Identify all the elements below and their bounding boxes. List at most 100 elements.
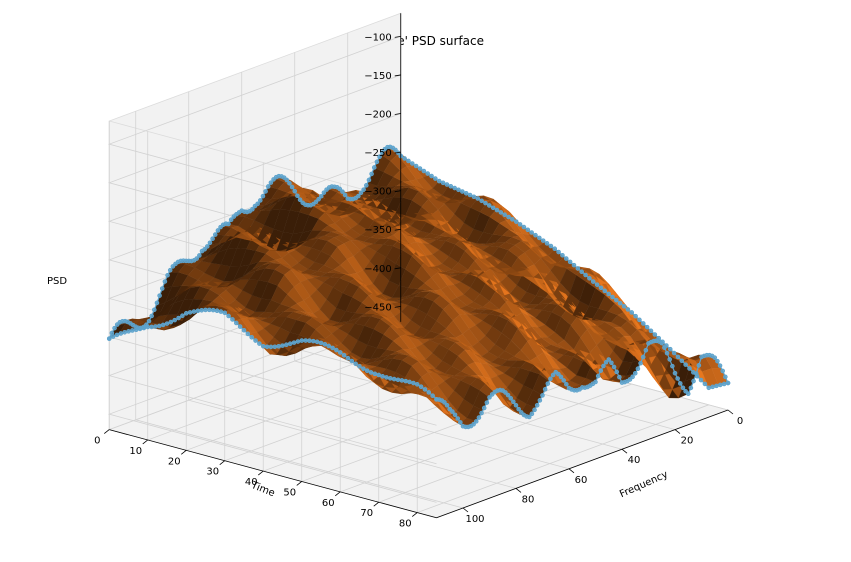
edge-front-time-marker bbox=[567, 386, 571, 390]
edge-front-time-marker bbox=[543, 387, 547, 391]
edge-frequency-min-marker bbox=[707, 386, 711, 390]
edge-frequency-min-marker bbox=[591, 280, 595, 284]
edge-frequency-max-marker bbox=[181, 314, 185, 318]
edge-frequency-min-marker bbox=[403, 157, 407, 161]
edge-front-time-marker bbox=[549, 377, 553, 381]
edge-frequency-min-marker bbox=[630, 311, 634, 315]
edge-frequency-max-marker bbox=[204, 308, 208, 312]
edge-frequency-min-marker bbox=[645, 325, 649, 329]
frequency-tick bbox=[622, 449, 627, 453]
edge-back-time-marker bbox=[166, 273, 170, 277]
edge-frequency-min-marker bbox=[484, 201, 488, 205]
edge-front-time-marker bbox=[692, 379, 696, 383]
edge-frequency-min-marker bbox=[457, 188, 461, 192]
edge-front-time-marker bbox=[485, 401, 489, 405]
edge-frequency-min-marker bbox=[511, 218, 515, 222]
edge-frequency-min-marker bbox=[507, 215, 511, 219]
x-axis-label: Frequency bbox=[618, 469, 670, 500]
frequency-tick bbox=[463, 508, 468, 512]
edge-frequency-max-marker bbox=[350, 359, 354, 363]
edge-frequency-max-marker bbox=[169, 320, 173, 324]
edge-front-time-marker bbox=[541, 394, 545, 398]
edge-frequency-max-marker bbox=[119, 332, 123, 336]
edge-frequency-min-marker bbox=[480, 199, 484, 203]
time-tick-label: 0 bbox=[94, 436, 100, 447]
edge-frequency-min-marker bbox=[553, 247, 557, 251]
edge-back-time-marker bbox=[213, 233, 217, 237]
edge-frequency-min-marker bbox=[615, 298, 619, 302]
edge-frequency-min-marker bbox=[437, 179, 441, 183]
edge-frequency-max-marker bbox=[223, 311, 227, 315]
edge-frequency-min-marker bbox=[588, 276, 592, 280]
edge-front-time-marker bbox=[477, 416, 481, 420]
edge-back-time-marker bbox=[372, 166, 376, 170]
edge-frequency-max-marker bbox=[396, 378, 400, 382]
edge-frequency-max-marker bbox=[285, 343, 289, 347]
edge-frequency-max-marker bbox=[115, 333, 119, 337]
edge-frequency-min-marker bbox=[634, 314, 638, 318]
time-tick-label: 30 bbox=[206, 467, 219, 478]
time-tick bbox=[374, 502, 379, 506]
frequency-tick bbox=[516, 488, 521, 492]
edge-frequency-max-marker bbox=[235, 321, 239, 325]
edge-frequency-max-marker bbox=[415, 383, 419, 387]
time-tick-label: 70 bbox=[360, 508, 373, 519]
edge-frequency-max-marker bbox=[161, 323, 165, 327]
edge-frequency-max-marker bbox=[131, 329, 135, 333]
edge-frequency-max-marker bbox=[142, 326, 146, 330]
edge-frequency-max-marker bbox=[208, 308, 212, 312]
edge-back-time-marker bbox=[158, 294, 162, 298]
time-tick bbox=[181, 450, 186, 454]
edge-frequency-min-marker bbox=[603, 289, 607, 293]
edge-frequency-max-marker bbox=[319, 341, 323, 345]
edge-front-time-marker bbox=[718, 364, 722, 368]
edge-frequency-max-marker bbox=[188, 311, 192, 315]
edge-front-time-marker bbox=[459, 421, 463, 425]
edge-frequency-max-marker bbox=[362, 367, 366, 371]
edge-frequency-max-marker bbox=[134, 328, 138, 332]
edge-frequency-min-marker bbox=[499, 211, 503, 215]
edge-front-time-marker bbox=[562, 379, 566, 383]
z-axis-label: PSD bbox=[47, 276, 67, 287]
edge-front-time-marker bbox=[689, 386, 693, 390]
time-tick-label: 80 bbox=[399, 519, 412, 530]
edge-frequency-max-marker bbox=[154, 325, 158, 329]
edge-front-time-marker bbox=[697, 364, 701, 368]
edge-front-time-marker bbox=[530, 412, 534, 416]
edge-frequency-min-marker bbox=[719, 383, 723, 387]
edge-frequency-min-marker bbox=[411, 162, 415, 166]
time-tick bbox=[297, 481, 302, 485]
time-tick-label: 50 bbox=[283, 487, 296, 498]
psd-tick-label: −400 bbox=[364, 264, 391, 275]
edge-frequency-max-marker bbox=[165, 322, 169, 326]
edge-frequency-max-marker bbox=[192, 310, 196, 314]
edge-back-time-marker bbox=[266, 185, 270, 189]
edge-front-time-marker bbox=[610, 361, 614, 365]
edge-front-time-marker bbox=[520, 411, 524, 415]
edge-frequency-max-marker bbox=[358, 365, 362, 369]
edge-frequency-max-marker bbox=[242, 328, 246, 332]
edge-front-time-marker bbox=[480, 411, 484, 415]
frequency-tick-label: 100 bbox=[465, 514, 484, 525]
edge-frequency-min-marker bbox=[464, 191, 468, 195]
edge-frequency-min-marker bbox=[445, 183, 449, 187]
edge-frequency-max-marker bbox=[107, 337, 111, 341]
edge-frequency-max-marker bbox=[292, 341, 296, 345]
edge-frequency-max-marker bbox=[288, 342, 292, 346]
frequency-tick bbox=[675, 430, 680, 434]
edge-frequency-max-marker bbox=[342, 354, 346, 358]
edge-frequency-min-marker bbox=[668, 347, 672, 351]
edge-frequency-min-marker bbox=[715, 384, 719, 388]
edge-frequency-max-marker bbox=[412, 381, 416, 385]
edge-frequency-min-marker bbox=[468, 193, 472, 197]
edge-frequency-min-marker bbox=[695, 374, 699, 378]
edge-front-time-marker bbox=[453, 413, 457, 417]
edge-frequency-max-marker bbox=[127, 330, 131, 334]
time-tick bbox=[143, 440, 148, 444]
edge-frequency-min-marker bbox=[414, 164, 418, 168]
edge-front-time-marker bbox=[599, 369, 603, 373]
edge-front-time-marker bbox=[602, 364, 606, 368]
edge-frequency-max-marker bbox=[261, 344, 265, 348]
edge-front-time-marker bbox=[724, 375, 728, 379]
edge-back-time-marker bbox=[272, 178, 276, 182]
